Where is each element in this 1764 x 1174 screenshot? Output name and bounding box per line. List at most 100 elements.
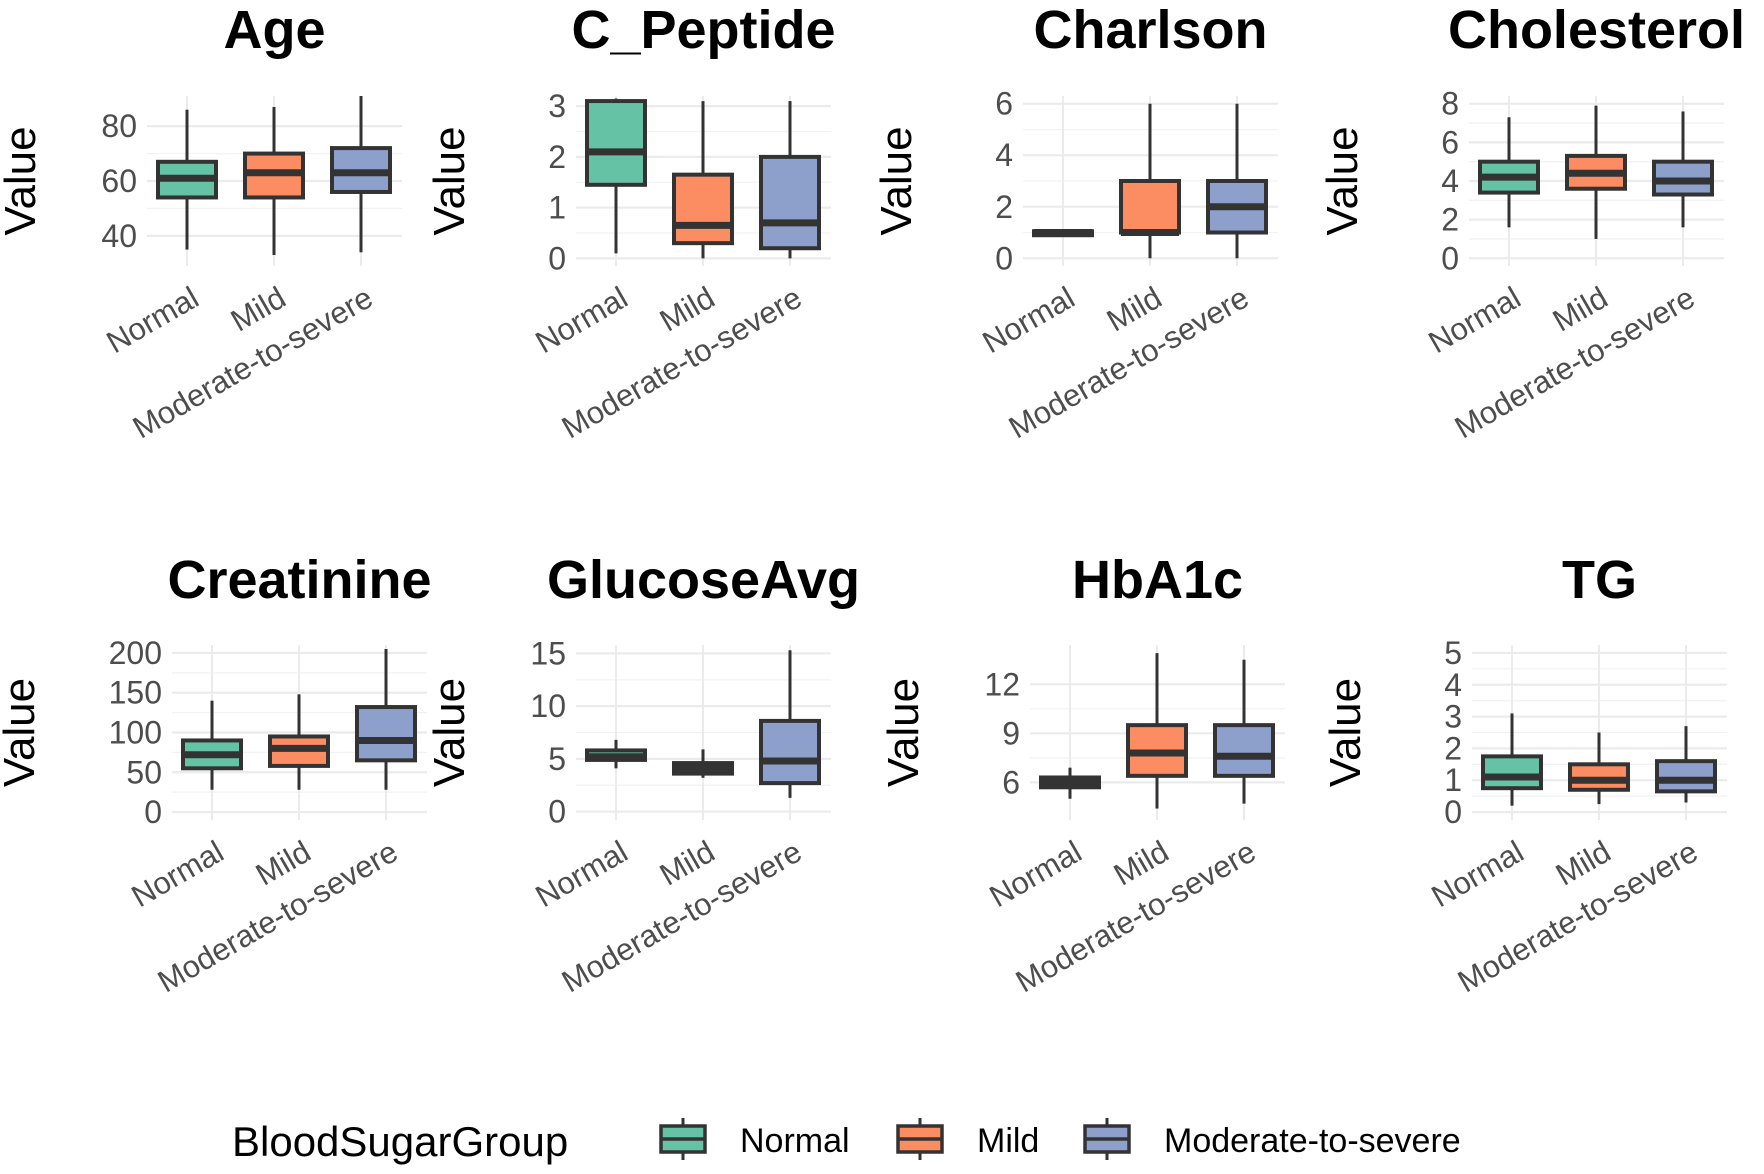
- y-tick-label: 4: [1441, 163, 1459, 199]
- box-normal: [1478, 117, 1540, 228]
- y-tick-label: 6: [1002, 764, 1020, 800]
- box-mild: [1119, 103, 1181, 259]
- box-mild: [1568, 732, 1630, 805]
- iqr-box: [759, 154, 821, 251]
- y-tick-label: 5: [548, 741, 566, 777]
- panel-title: Age: [223, 0, 325, 60]
- y-tick-label: 8: [1441, 86, 1459, 122]
- panel-title: TG: [1562, 550, 1637, 610]
- box-moderate-to-severe: [1206, 103, 1268, 259]
- x-tick-label: Normal: [529, 280, 633, 360]
- box-normal: [1032, 229, 1094, 238]
- y-tick-label: 4: [1444, 667, 1462, 703]
- y-axis-label: Value: [425, 126, 474, 235]
- x-tick-label: Normal: [976, 280, 1080, 360]
- iqr-box: [672, 172, 734, 246]
- box-normal: [1481, 713, 1543, 806]
- panel-title: HbA1c: [1072, 550, 1243, 610]
- y-tick-label: 15: [530, 635, 566, 671]
- y-tick-label: 3: [1444, 699, 1462, 735]
- x-tick-label: Normal: [529, 834, 633, 914]
- y-tick-label: 3: [548, 88, 566, 124]
- y-tick-label: 0: [144, 794, 162, 830]
- y-axis-label: Value: [872, 126, 921, 235]
- y-tick-label: 0: [548, 240, 566, 276]
- iqr-box: [759, 718, 821, 786]
- iqr-box: [1655, 759, 1717, 794]
- box-normal: [1039, 767, 1101, 799]
- panel-title: Creatinine: [167, 550, 431, 610]
- legend-title: BloodSugarGroup: [232, 1118, 568, 1165]
- box-moderate-to-severe: [759, 650, 821, 798]
- y-tick-label: 200: [109, 635, 162, 671]
- box-mild: [243, 106, 305, 256]
- box-mild: [672, 101, 734, 259]
- y-tick-label: 6: [1441, 124, 1459, 160]
- y-tick-label: 40: [101, 218, 137, 254]
- y-tick-label: 10: [530, 688, 566, 724]
- iqr-box: [355, 705, 417, 763]
- iqr-box: [1119, 179, 1181, 235]
- panel-title: GlucoseAvg: [547, 550, 860, 610]
- y-axis-label: Value: [879, 678, 928, 787]
- box-normal: [156, 109, 218, 250]
- x-tick-label: Normal: [125, 834, 229, 914]
- y-tick-label: 2: [995, 189, 1013, 225]
- box-normal: [585, 98, 647, 254]
- panel-title: Charlson: [1033, 0, 1267, 60]
- x-tick-label: Normal: [1425, 834, 1529, 914]
- y-axis-label: Value: [0, 678, 44, 787]
- box-mild: [268, 694, 330, 790]
- y-tick-label: 0: [1444, 794, 1462, 830]
- y-axis-label: Value: [1321, 678, 1370, 787]
- y-tick-label: 1: [548, 190, 566, 226]
- y-axis-label: Value: [1318, 126, 1367, 235]
- legend-item-normal: Normal: [659, 1118, 850, 1160]
- y-tick-label: 60: [101, 163, 137, 199]
- x-tick-label: Normal: [100, 280, 204, 360]
- y-tick-label: 80: [101, 108, 137, 144]
- box-mild: [1126, 653, 1188, 809]
- legend-item-mild: Mild: [896, 1118, 1039, 1160]
- y-axis-label: Value: [0, 126, 45, 235]
- y-tick-label: 6: [995, 86, 1013, 122]
- legend-label: Moderate-to-severe: [1164, 1122, 1461, 1160]
- y-tick-label: 5: [1444, 635, 1462, 671]
- iqr-box: [1213, 723, 1275, 778]
- box-moderate-to-severe: [355, 648, 417, 790]
- iqr-box: [585, 99, 647, 187]
- x-tick-label: Normal: [1422, 280, 1526, 360]
- y-tick-label: 2: [548, 139, 566, 175]
- y-tick-label: 4: [995, 137, 1013, 173]
- box-moderate-to-severe: [1213, 659, 1275, 804]
- box-moderate-to-severe: [1655, 726, 1717, 803]
- x-tick-label: Normal: [983, 834, 1087, 914]
- legend-item-moderate-to-severe: Moderate-to-severe: [1083, 1118, 1461, 1160]
- y-tick-label: 2: [1441, 202, 1459, 238]
- box-moderate-to-severe: [330, 96, 392, 253]
- box-mild: [1565, 105, 1627, 239]
- box-normal: [585, 739, 647, 769]
- iqr-box: [1481, 754, 1543, 791]
- box-moderate-to-severe: [1652, 111, 1714, 228]
- panel-title: C_Peptide: [571, 0, 835, 60]
- box-mild: [672, 749, 734, 778]
- y-tick-label: 50: [126, 754, 162, 790]
- y-tick-label: 1: [1444, 762, 1462, 798]
- y-tick-label: 12: [984, 666, 1020, 702]
- y-tick-label: 150: [109, 675, 162, 711]
- legend: BloodSugarGroup Normal Mild Moderate-to-sev…: [232, 1118, 1461, 1165]
- y-tick-label: 2: [1444, 730, 1462, 766]
- legend-label: Normal: [740, 1122, 850, 1160]
- y-tick-label: 0: [548, 794, 566, 830]
- y-tick-label: 9: [1002, 715, 1020, 751]
